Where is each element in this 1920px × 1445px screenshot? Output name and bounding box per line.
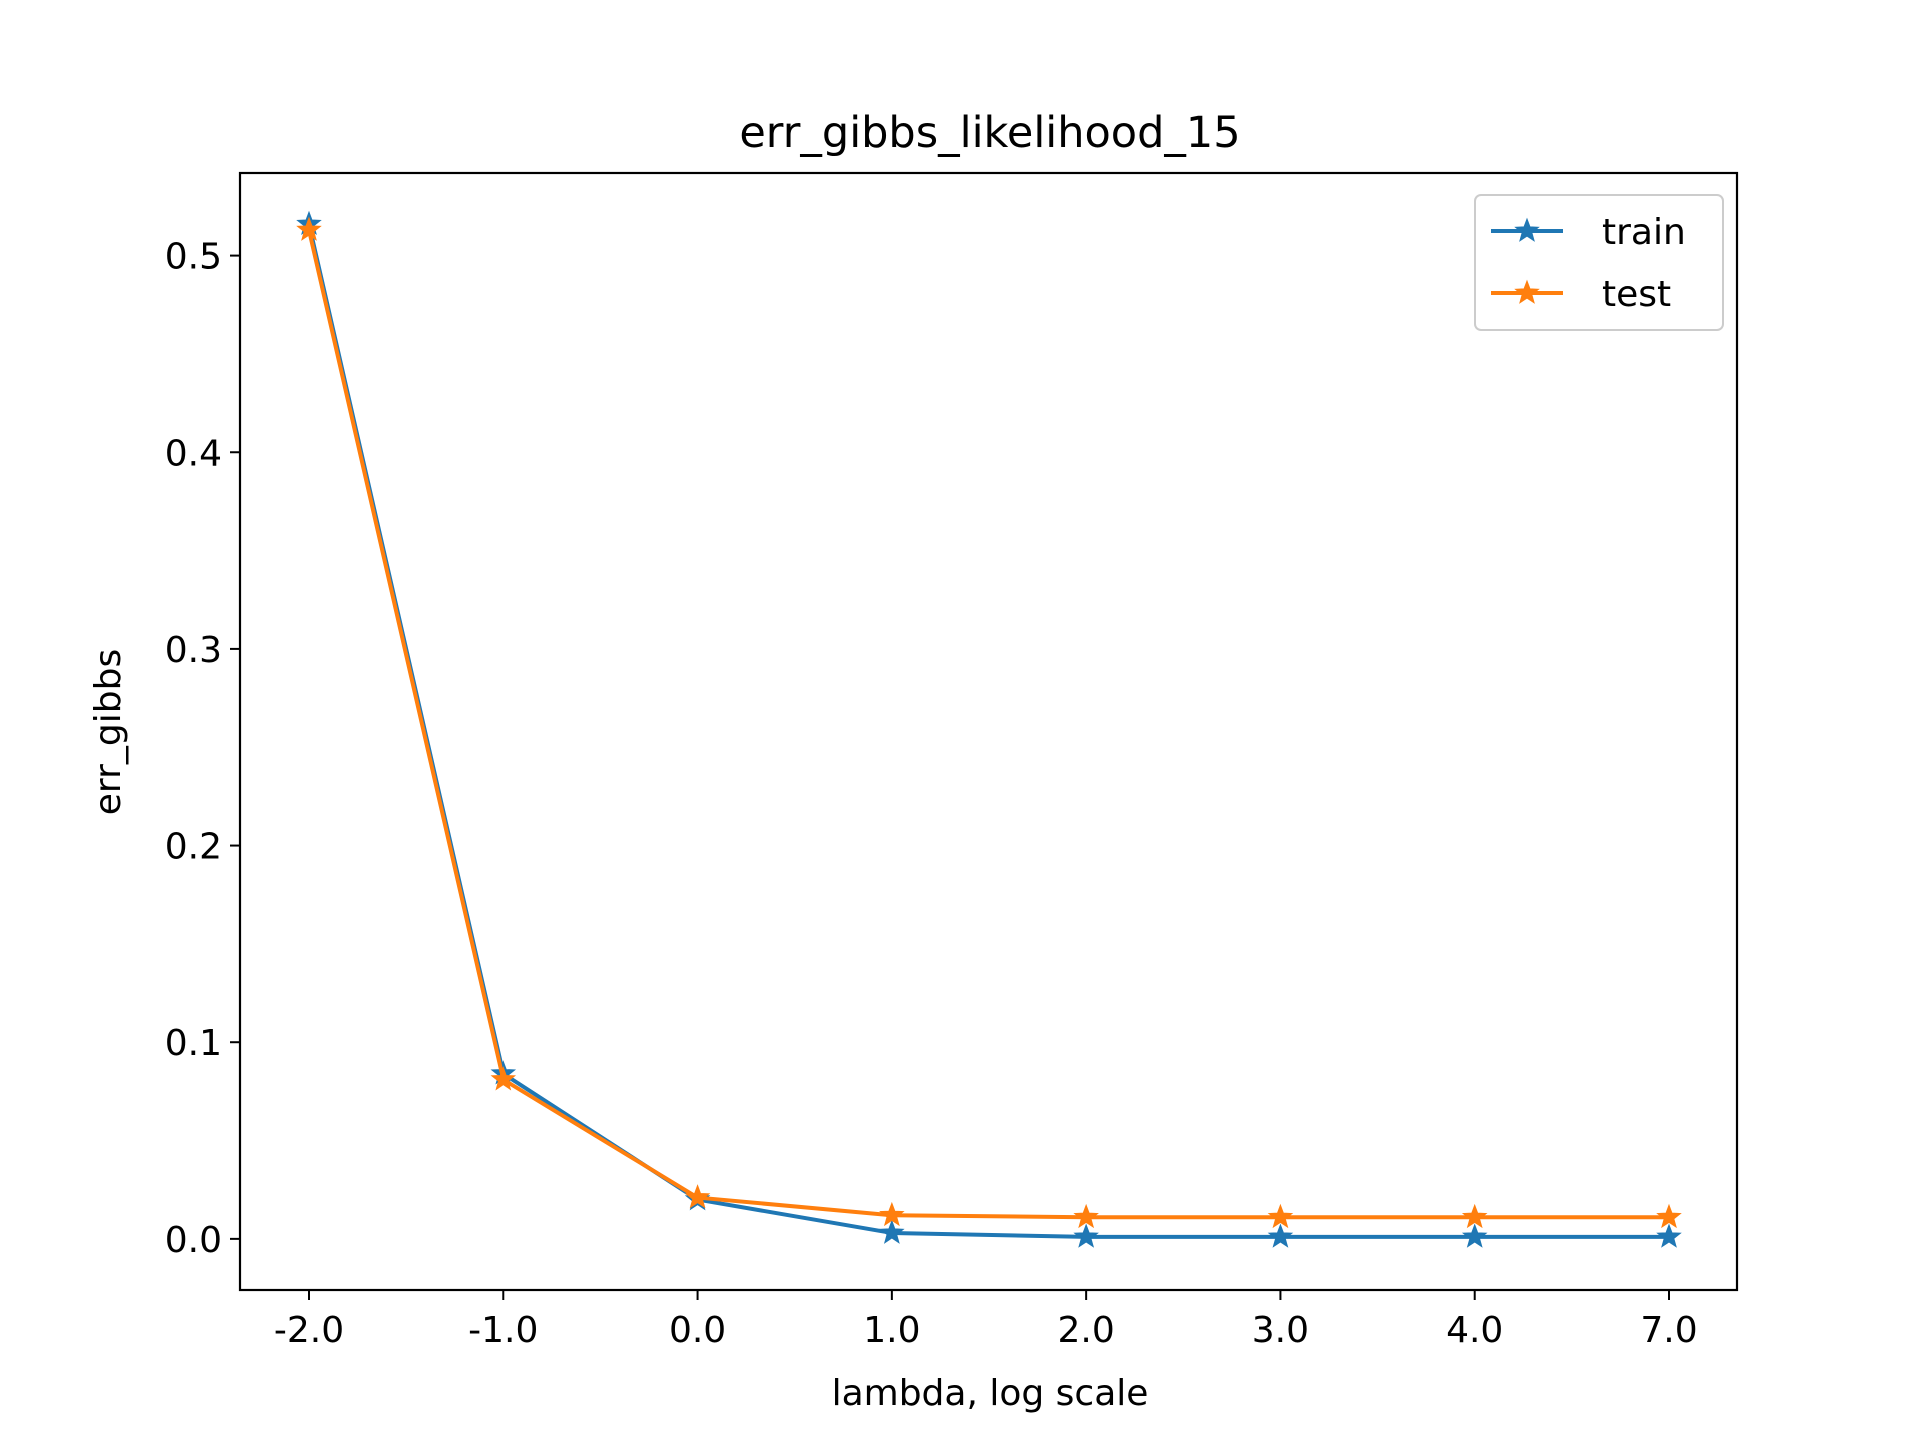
data-point-test: [684, 1184, 711, 1209]
x-tick-label: 0.0: [669, 1310, 726, 1351]
data-point-test: [1073, 1203, 1099, 1229]
legend-label-train: train: [1602, 212, 1686, 253]
x-tick-label: 2.0: [1058, 1310, 1115, 1351]
y-tick-label: 0.3: [165, 630, 222, 671]
data-point-test: [1461, 1203, 1488, 1229]
legend-marker-train: [1514, 217, 1540, 242]
legend-marker-test: [1514, 279, 1540, 304]
data-point-test: [296, 216, 322, 241]
y-tick-label: 0.1: [165, 1023, 222, 1064]
chart-title: err_gibbs_likelihood_15: [739, 108, 1240, 158]
x-tick-label: -2.0: [274, 1310, 344, 1351]
x-axis-ticks: -2.0 -1.0 0.0 1.0 2.0 3.0 4.0 7.0: [274, 1290, 1698, 1351]
x-tick-label: -1.0: [468, 1310, 538, 1351]
y-tick-label: 0.4: [165, 433, 222, 474]
y-axis-ticks: 0.0 0.1 0.2 0.3 0.4 0.5: [165, 237, 240, 1261]
data-point-train: [879, 1219, 905, 1244]
x-axis-label: lambda, log scale: [832, 1373, 1149, 1414]
series-line-test: [307, 229, 1669, 1220]
x-tick-label: 1.0: [863, 1310, 920, 1351]
data-point-train: [1073, 1223, 1099, 1248]
series-line-train: [307, 223, 1669, 1239]
plot-frame: [238, 171, 1739, 1292]
data-point-train: [1267, 1223, 1294, 1248]
x-tick-label: 4.0: [1446, 1310, 1503, 1351]
legend: train test: [1474, 194, 1724, 331]
data-point-test: [490, 1066, 517, 1091]
data-point-test: [879, 1201, 905, 1227]
y-tick-label: 0.5: [165, 237, 222, 278]
plot-area: [296, 210, 1682, 1248]
y-axis-label: err_gibbs: [88, 649, 129, 815]
x-tick-label: 7.0: [1640, 1310, 1697, 1351]
data-point-test: [1267, 1203, 1294, 1229]
x-tick-label: 3.0: [1252, 1310, 1309, 1351]
legend-label-test: test: [1602, 274, 1671, 315]
y-tick-label: 0.0: [165, 1220, 222, 1261]
data-point-train: [1656, 1223, 1682, 1248]
data-point-test: [1656, 1203, 1682, 1229]
legend-box: [1474, 194, 1724, 331]
data-point-train: [1461, 1223, 1488, 1248]
y-tick-label: 0.2: [165, 827, 222, 868]
